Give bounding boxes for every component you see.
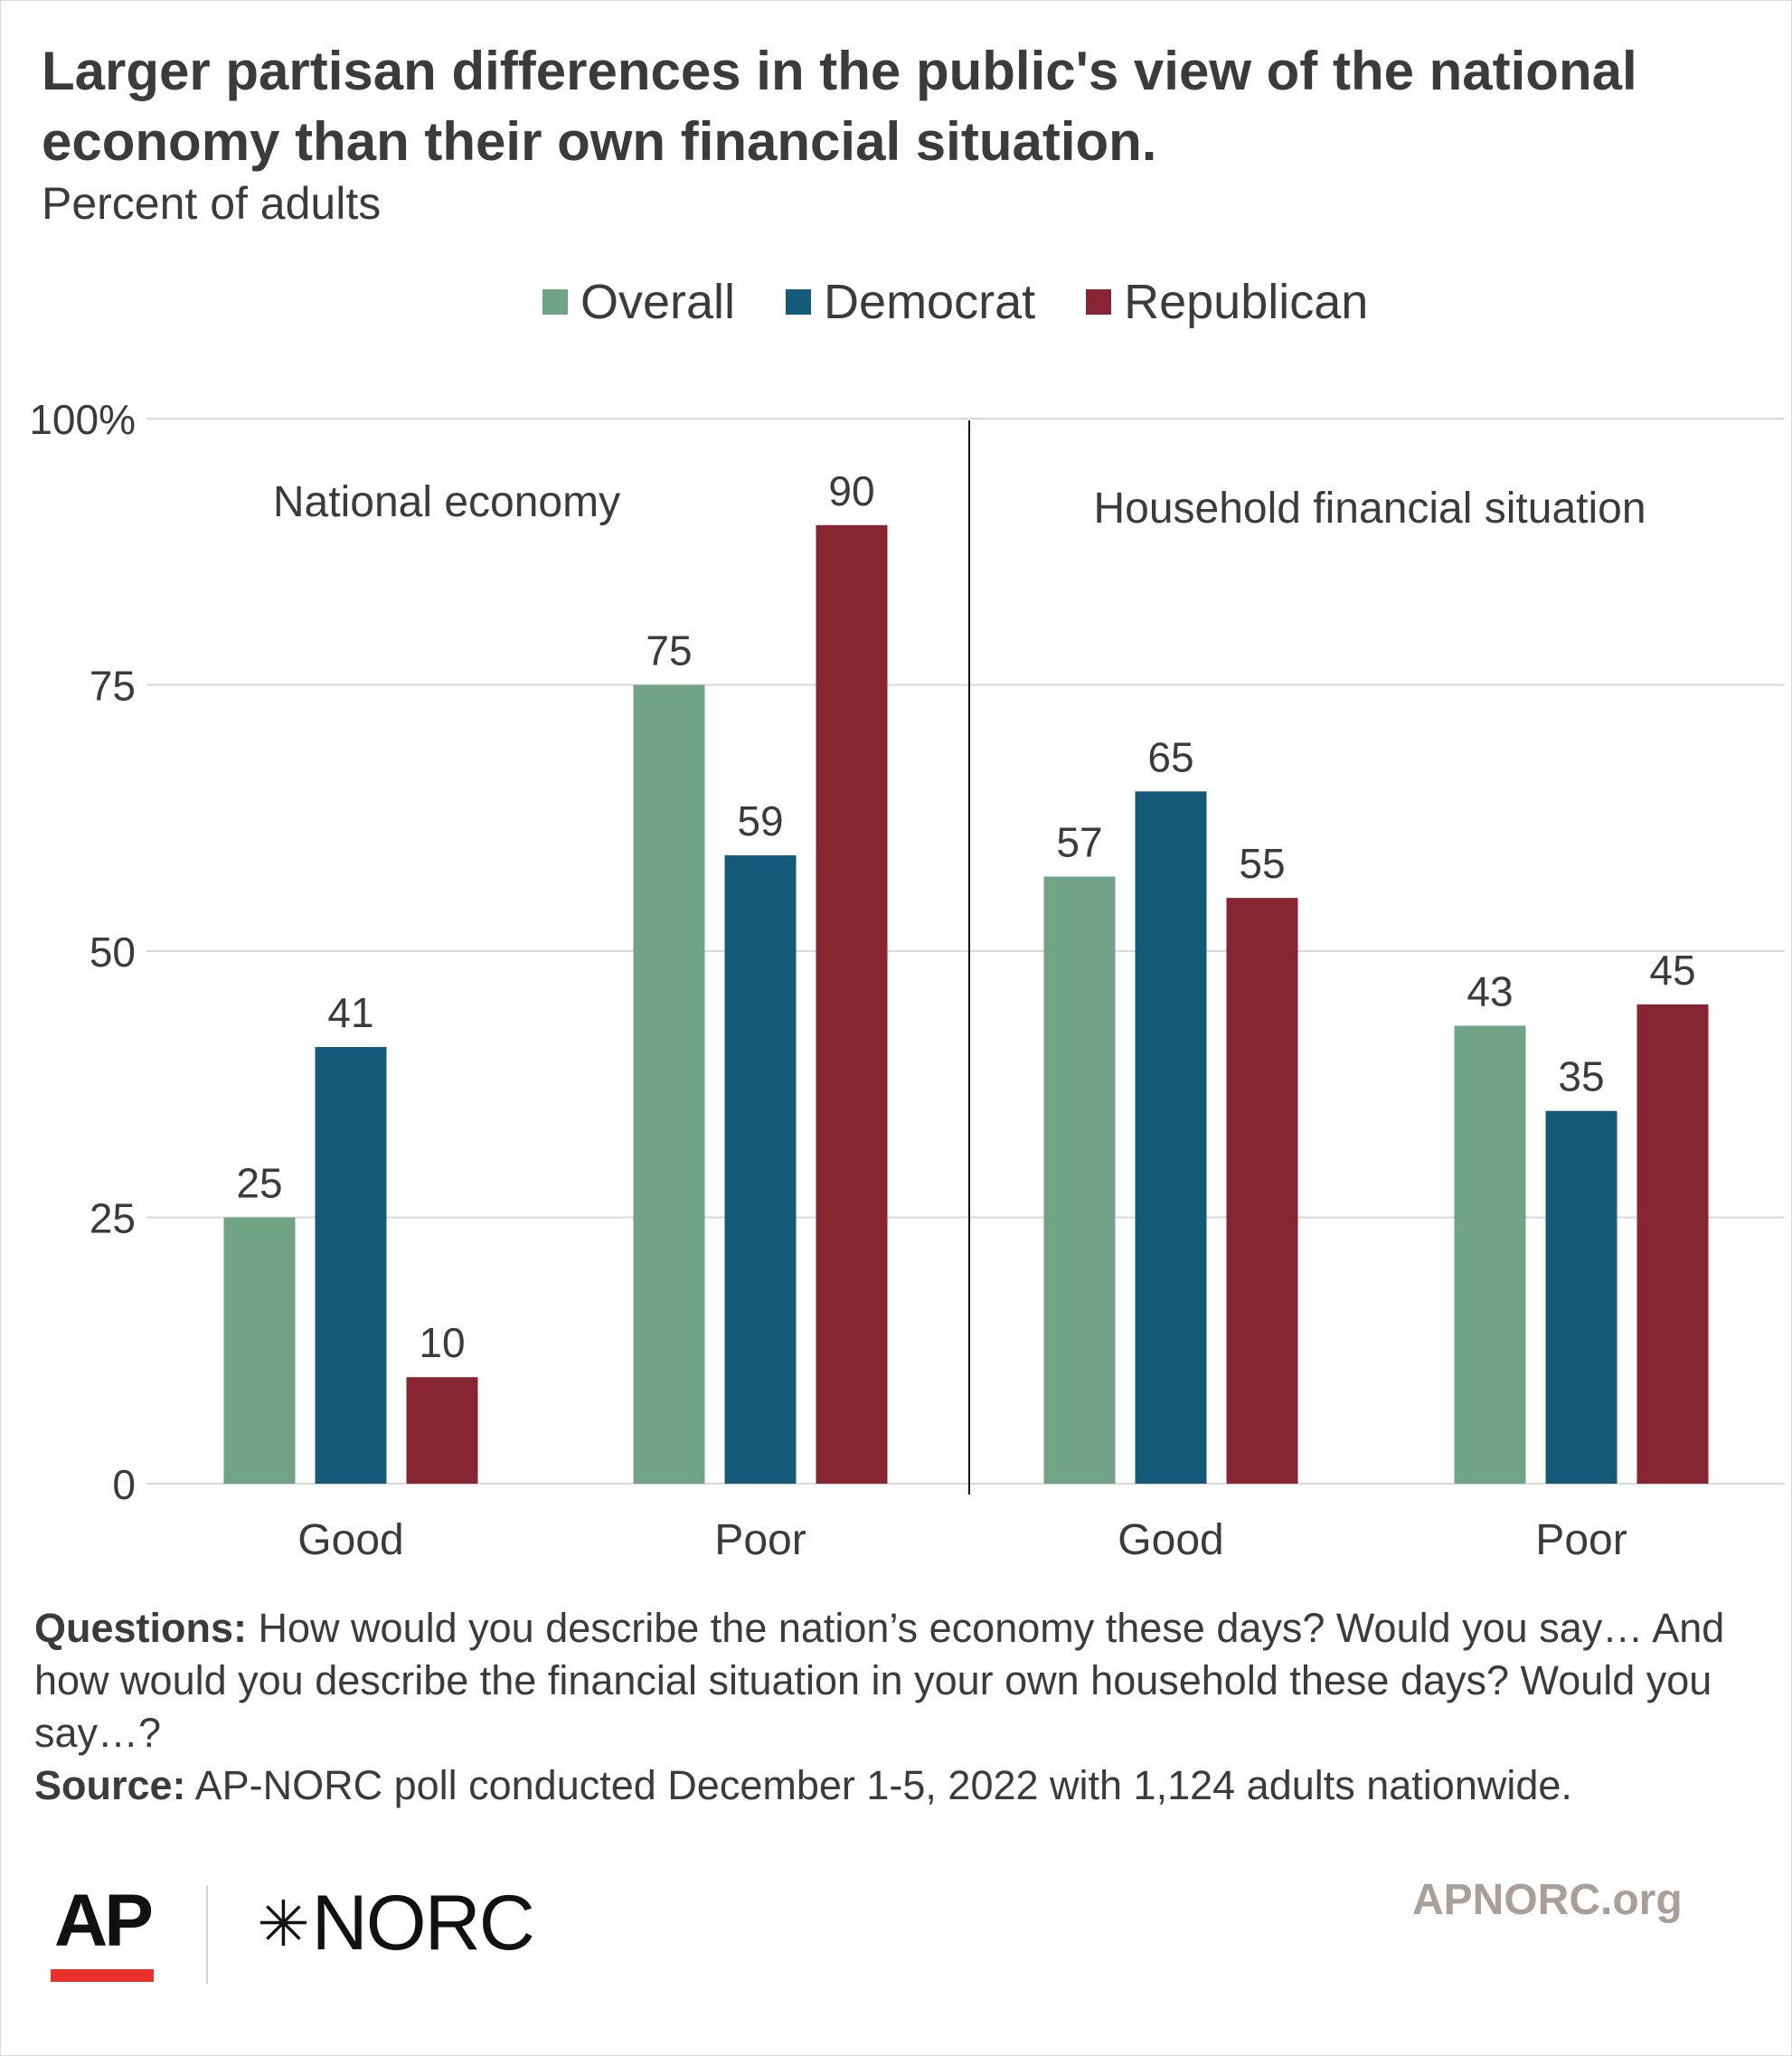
bar bbox=[1545, 1110, 1618, 1484]
legend: Overall Democrat Republican bbox=[542, 273, 1419, 331]
data-label: 59 bbox=[737, 797, 783, 844]
questions-note: Questions: How would you describe the na… bbox=[34, 1602, 1752, 1759]
data-label: 75 bbox=[646, 627, 692, 674]
norc-wordmark: NORC bbox=[311, 1880, 535, 1966]
logo-divider bbox=[206, 1886, 208, 1984]
legend-swatch-overall bbox=[542, 289, 568, 315]
data-label: 65 bbox=[1147, 733, 1193, 780]
bar bbox=[1135, 791, 1207, 1484]
bar bbox=[1454, 1025, 1526, 1484]
bar bbox=[816, 524, 888, 1484]
bar bbox=[724, 854, 797, 1484]
legend-swatch-democrat bbox=[786, 289, 812, 315]
data-label: 25 bbox=[236, 1160, 282, 1207]
footnote: Questions: How would you describe the na… bbox=[34, 1602, 1752, 1812]
site-url: APNORC.org bbox=[1412, 1876, 1683, 1924]
x-tick-label: Poor bbox=[1535, 1516, 1627, 1564]
questions-text: How would you describe the nation’s econ… bbox=[34, 1605, 1725, 1756]
data-label: 55 bbox=[1239, 840, 1285, 887]
bar bbox=[406, 1377, 478, 1484]
legend-item-republican: Republican bbox=[1086, 274, 1368, 330]
questions-label: Questions: bbox=[34, 1605, 248, 1651]
legend-label-overall: Overall bbox=[580, 275, 736, 329]
y-tick-label: 50 bbox=[90, 929, 136, 976]
legend-label-republican: Republican bbox=[1124, 275, 1369, 329]
legend-item-democrat: Democrat bbox=[786, 274, 1035, 330]
ap-logo-underline bbox=[51, 1969, 154, 1982]
source-label: Source: bbox=[34, 1762, 186, 1808]
source-note: Source: AP-NORC poll conducted December … bbox=[34, 1759, 1752, 1812]
panel-label: Household financial situation bbox=[1093, 485, 1646, 533]
chart-subtitle: Percent of adults bbox=[42, 178, 382, 229]
bar bbox=[223, 1217, 296, 1484]
bar bbox=[1043, 876, 1116, 1484]
x-tick-label: Good bbox=[1118, 1516, 1223, 1564]
data-label: 43 bbox=[1467, 967, 1513, 1014]
source-text: AP-NORC poll conducted December 1-5, 202… bbox=[185, 1762, 1572, 1808]
chart-title: Larger partisan differences in the publi… bbox=[42, 41, 1637, 172]
y-tick-label: 75 bbox=[90, 663, 136, 710]
bar bbox=[1636, 1004, 1709, 1484]
bar bbox=[633, 684, 705, 1484]
bar bbox=[1226, 898, 1298, 1484]
legend-item-overall: Overall bbox=[542, 274, 735, 330]
data-label: 41 bbox=[327, 989, 373, 1036]
ap-logo: AP bbox=[54, 1880, 154, 1962]
data-label: 90 bbox=[828, 467, 874, 514]
data-label: 10 bbox=[419, 1319, 465, 1366]
data-label: 35 bbox=[1558, 1053, 1604, 1100]
bar bbox=[315, 1047, 387, 1484]
panel-label: National economy bbox=[273, 478, 620, 526]
y-tick-label: 25 bbox=[90, 1195, 136, 1242]
x-tick-label: Poor bbox=[714, 1516, 806, 1564]
data-label: 45 bbox=[1649, 947, 1695, 994]
y-tick-label: 0 bbox=[112, 1461, 136, 1508]
data-label: 57 bbox=[1056, 819, 1102, 866]
y-tick-label: 100% bbox=[29, 396, 136, 443]
bar-chart: 0 25 50 75 100% National economy Household fin… bbox=[29, 396, 1785, 1564]
legend-label-democrat: Democrat bbox=[824, 275, 1036, 329]
norc-star-icon: ✳ bbox=[257, 1888, 310, 1959]
x-tick-label: Good bbox=[297, 1516, 403, 1564]
legend-swatch-republican bbox=[1086, 289, 1112, 315]
norc-logo: ✳ NORC bbox=[257, 1879, 535, 1968]
